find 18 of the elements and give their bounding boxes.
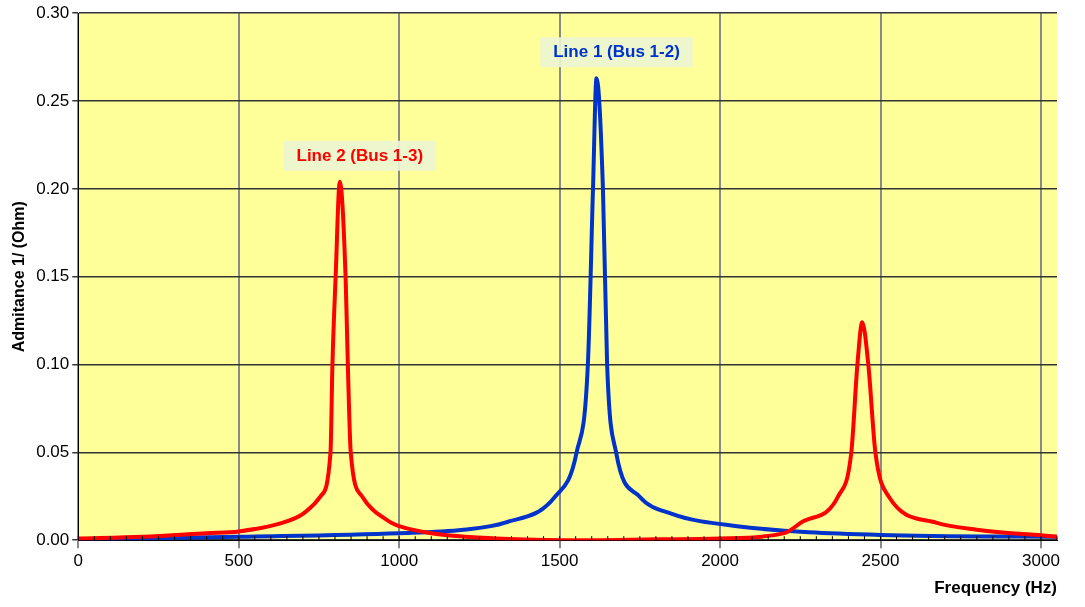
y-tick-label: 0.15 (36, 266, 70, 286)
series-label: Line 2 (Bus 1-3) (296, 145, 424, 165)
series-label: Line 1 (Bus 1-2) (553, 41, 680, 61)
y-tick-label: 0.05 (36, 442, 70, 462)
x-tick-label: 3000 (1022, 551, 1060, 571)
x-tick-label: 0 (73, 551, 84, 571)
y-tick-label: 0.20 (36, 178, 70, 198)
y-tick-label: 0.30 (36, 2, 70, 22)
x-tick-label: 500 (224, 551, 253, 571)
x-tick-label: 1000 (380, 551, 419, 571)
y-axis-title: Admitance 1/ (Ohm) (10, 201, 28, 353)
x-axis-title: Frequency (Hz) (934, 578, 1057, 598)
y-tick-label: 0.25 (36, 90, 70, 110)
x-tick-label: 1500 (540, 551, 579, 571)
y-tick-label: 0.10 (36, 354, 70, 374)
x-tick-label: 2000 (701, 551, 739, 571)
y-tick-label: 0.00 (36, 529, 70, 549)
x-tick-label: 2500 (861, 551, 900, 571)
